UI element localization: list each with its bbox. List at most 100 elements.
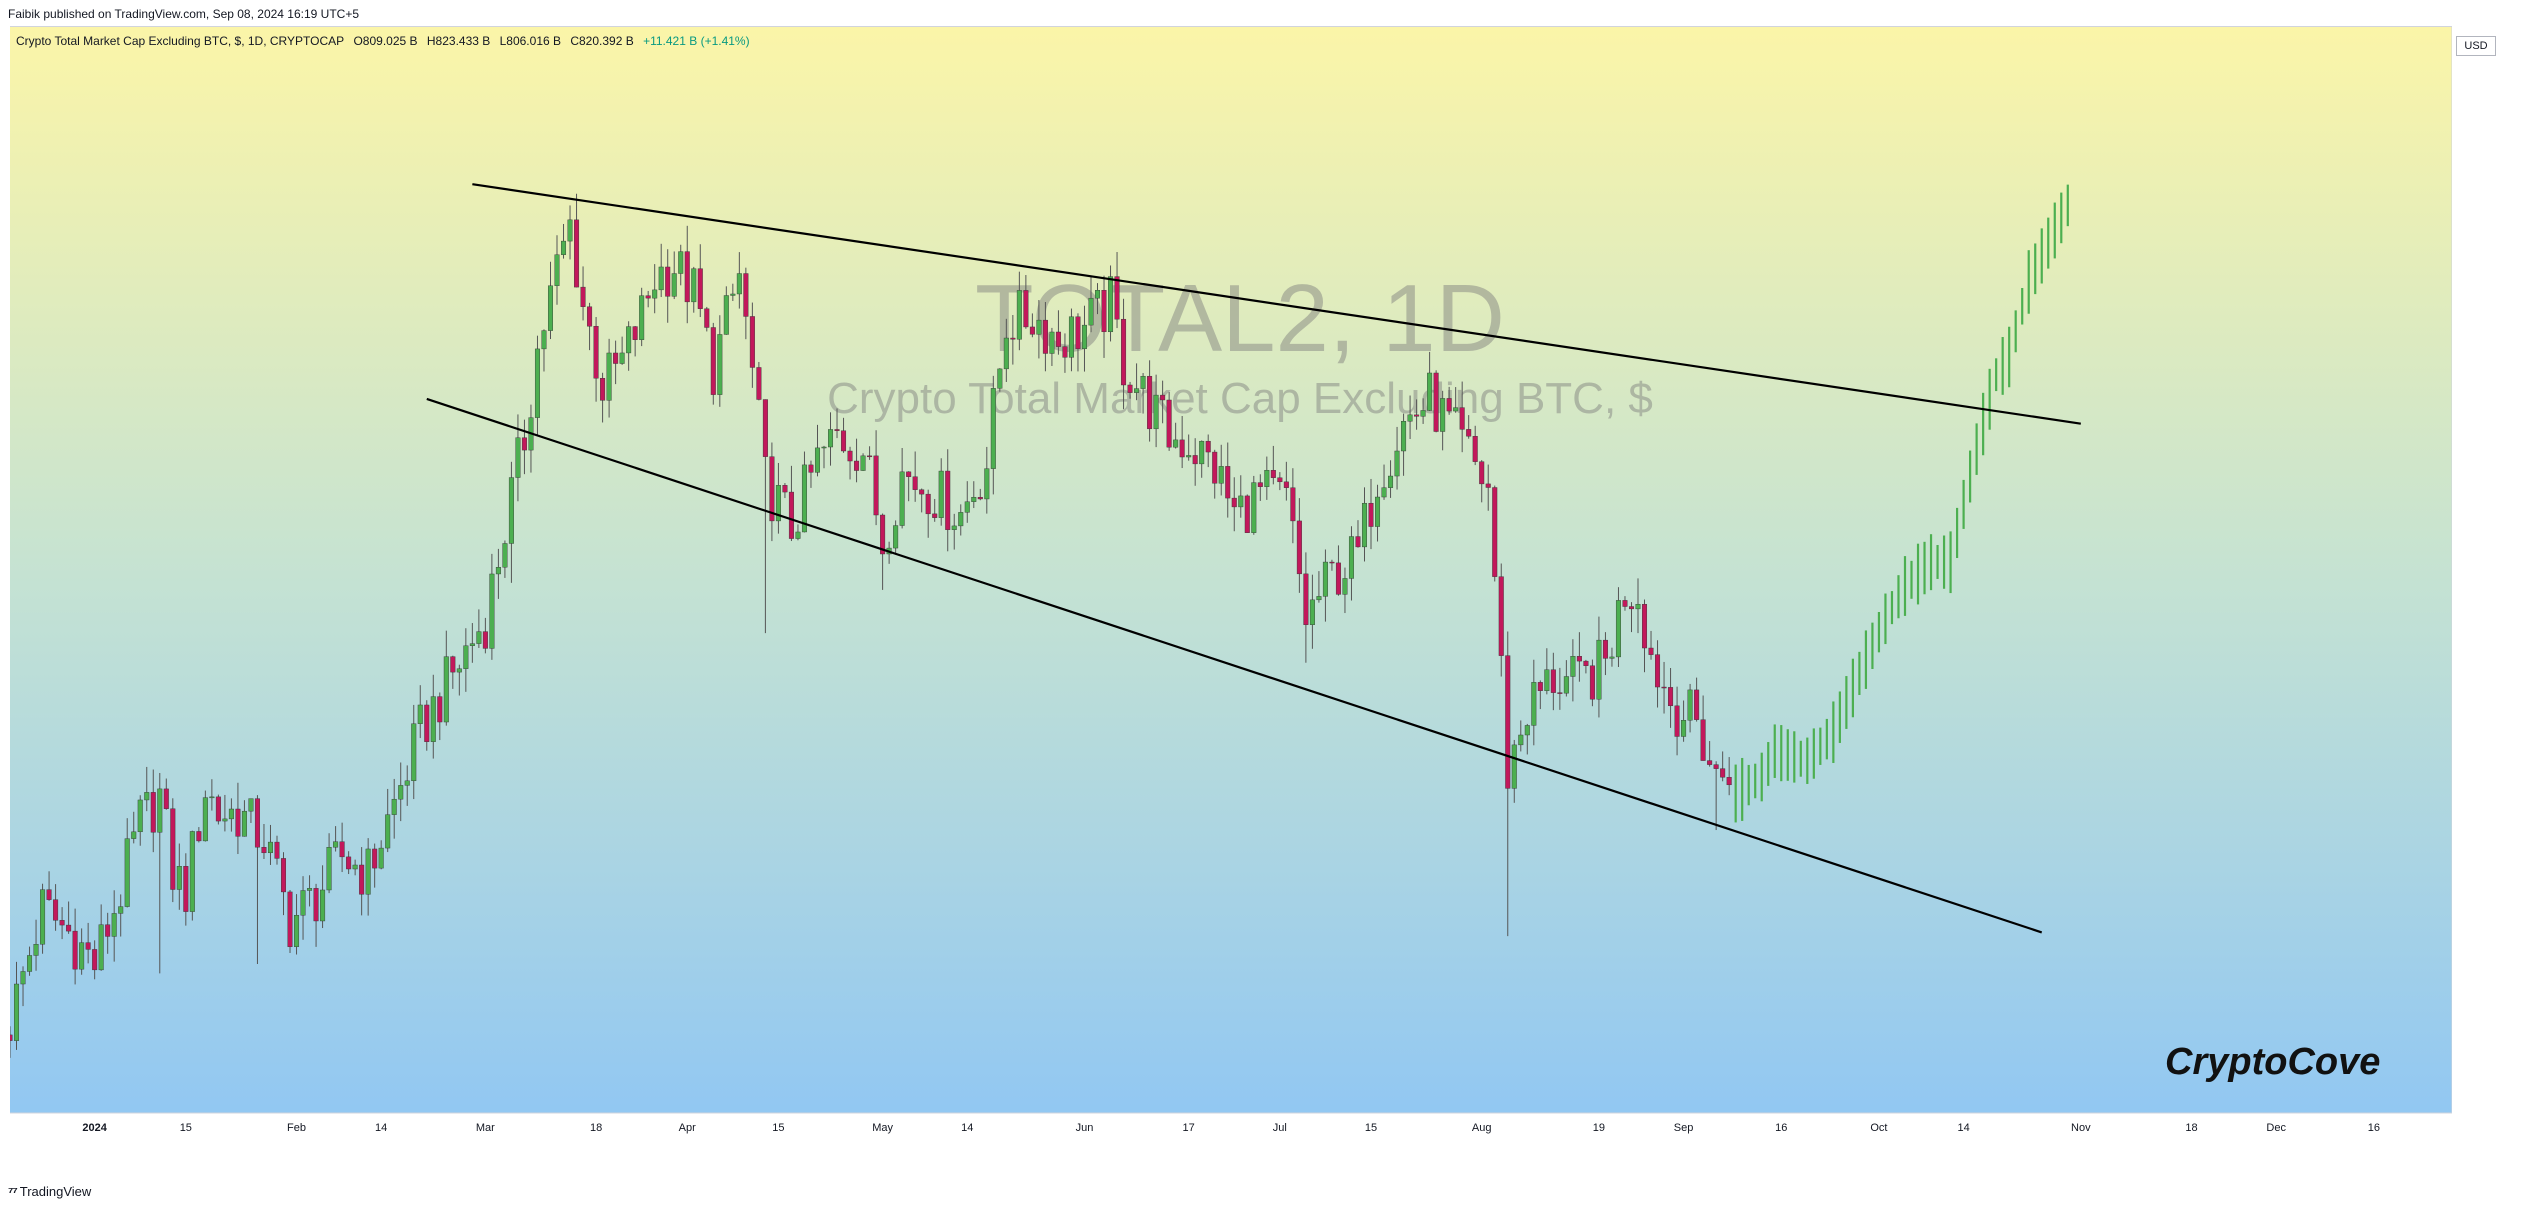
candle bbox=[691, 266, 697, 313]
candle bbox=[639, 287, 645, 347]
candle bbox=[561, 223, 567, 259]
x-tick-label: 16 bbox=[1775, 1122, 1787, 1134]
candle bbox=[997, 368, 1003, 392]
x-tick-label: 15 bbox=[772, 1122, 784, 1134]
symbol-description[interactable]: Crypto Total Market Cap Excluding BTC, $… bbox=[16, 34, 345, 48]
candle bbox=[411, 704, 417, 800]
candle bbox=[1368, 478, 1374, 550]
candle bbox=[1173, 422, 1179, 449]
x-tick-label: 17 bbox=[1183, 1122, 1195, 1134]
x-tick-label: Mar bbox=[476, 1122, 495, 1134]
candle bbox=[906, 471, 912, 502]
candle bbox=[1433, 370, 1439, 433]
candle bbox=[1042, 302, 1048, 372]
candle bbox=[424, 700, 430, 751]
candle bbox=[1394, 426, 1400, 490]
x-tick-label: 15 bbox=[180, 1122, 192, 1134]
resistance-trendline[interactable] bbox=[472, 183, 2081, 425]
candle bbox=[150, 769, 156, 853]
candle bbox=[717, 315, 723, 407]
candle bbox=[893, 520, 899, 555]
candle bbox=[1342, 567, 1348, 614]
candle bbox=[919, 488, 925, 513]
support-trendline[interactable] bbox=[426, 397, 2043, 934]
candle bbox=[495, 548, 501, 599]
candle bbox=[105, 912, 111, 954]
candle bbox=[1648, 630, 1654, 660]
candle bbox=[489, 553, 495, 660]
candle bbox=[222, 794, 228, 832]
tradingview-footer-logo[interactable]: ⁷⁷ TradingView bbox=[8, 1184, 91, 1199]
currency-selector[interactable]: USD bbox=[2456, 36, 2496, 56]
candle bbox=[1016, 271, 1022, 351]
candle bbox=[964, 481, 970, 523]
time-axis-background bbox=[10, 1113, 2452, 1143]
x-tick-label: 18 bbox=[590, 1122, 602, 1134]
candle bbox=[723, 286, 729, 335]
candle bbox=[1446, 386, 1452, 415]
candle bbox=[1127, 381, 1133, 399]
candle bbox=[287, 890, 293, 953]
candle bbox=[1700, 695, 1706, 761]
x-tick-label: 2024 bbox=[82, 1122, 107, 1134]
candle bbox=[1081, 305, 1087, 372]
candle bbox=[10, 1026, 13, 1058]
candle bbox=[469, 623, 475, 663]
candle bbox=[880, 513, 886, 590]
candle bbox=[814, 424, 820, 477]
candle bbox=[704, 306, 710, 332]
candle bbox=[404, 765, 410, 806]
candle bbox=[1055, 310, 1061, 355]
candle bbox=[228, 798, 234, 832]
candle bbox=[385, 788, 391, 853]
candle bbox=[417, 685, 423, 739]
candle bbox=[632, 326, 638, 357]
ohlc-close: C820.392 B bbox=[570, 34, 634, 48]
candle bbox=[1114, 252, 1120, 329]
x-tick-label: Dec bbox=[2266, 1122, 2286, 1134]
candle bbox=[1322, 549, 1328, 622]
candle bbox=[1251, 475, 1257, 535]
candle bbox=[665, 249, 671, 323]
ohlc-open: O809.025 B bbox=[353, 34, 418, 48]
candle bbox=[619, 336, 625, 365]
candle bbox=[743, 267, 749, 340]
x-tick-label: 14 bbox=[375, 1122, 387, 1134]
candle bbox=[1166, 391, 1172, 451]
candle bbox=[658, 243, 664, 298]
candle bbox=[463, 628, 469, 692]
candle bbox=[1635, 578, 1641, 634]
candle bbox=[1153, 374, 1159, 448]
candle bbox=[521, 419, 527, 475]
candle bbox=[795, 524, 801, 541]
candle bbox=[801, 451, 807, 533]
candle bbox=[267, 824, 273, 865]
candle bbox=[189, 830, 195, 921]
candle bbox=[1335, 545, 1341, 596]
chart-pane[interactable]: TOTAL2, 1D Crypto Total Market Cap Exclud… bbox=[10, 26, 2452, 1143]
candle bbox=[40, 883, 46, 954]
candle bbox=[456, 664, 462, 696]
candle bbox=[378, 840, 384, 870]
candle bbox=[1088, 276, 1094, 333]
candle bbox=[92, 940, 98, 980]
candle bbox=[1388, 460, 1394, 498]
candle bbox=[1602, 632, 1608, 676]
symbol-legend[interactable]: Crypto Total Market Cap Excluding BTC, $… bbox=[16, 34, 756, 48]
candle bbox=[645, 290, 651, 308]
candle bbox=[111, 890, 117, 962]
candle bbox=[326, 833, 332, 894]
candle bbox=[196, 827, 202, 843]
candle bbox=[450, 655, 456, 689]
candle bbox=[1121, 298, 1127, 410]
candle bbox=[202, 790, 208, 842]
candle bbox=[567, 205, 573, 260]
candle bbox=[1485, 464, 1491, 511]
x-tick-label: Nov bbox=[2071, 1122, 2091, 1134]
candle bbox=[541, 329, 547, 372]
candle bbox=[749, 302, 755, 388]
candle bbox=[580, 266, 586, 321]
candle bbox=[1049, 327, 1055, 366]
candle bbox=[1407, 395, 1413, 440]
